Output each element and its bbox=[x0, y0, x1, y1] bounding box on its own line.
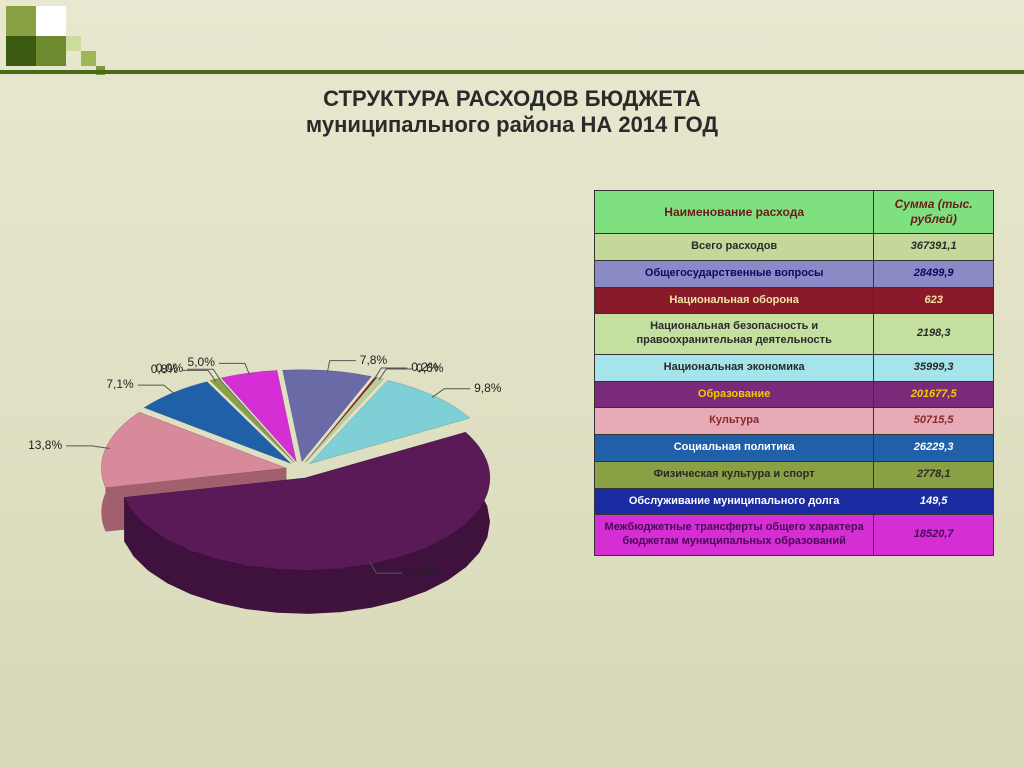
expense-table: Наименование расходаСумма (тыс. рублей)В… bbox=[594, 190, 994, 556]
table-row: Национальная экономика35999,3 bbox=[595, 354, 994, 381]
table-cell: 2778,1 bbox=[874, 461, 994, 488]
deco-bar bbox=[0, 70, 1024, 74]
table-cell: Общегосударственные вопросы bbox=[595, 260, 874, 287]
table-cell: 18520,7 bbox=[874, 515, 994, 556]
deco-square bbox=[81, 51, 96, 66]
table-cell: Национальная оборона bbox=[595, 287, 874, 314]
pie-leader bbox=[219, 363, 250, 375]
pie-label: 54,9% bbox=[406, 565, 440, 579]
pie-leader bbox=[432, 389, 470, 398]
table-cell: 35999,3 bbox=[874, 354, 994, 381]
table-row: Межбюджетные трансферты общего характера… bbox=[595, 515, 994, 556]
pie-leader bbox=[138, 385, 176, 394]
pie-chart: 7,8%0,2%0,6%9,8%54,9%13,8%7,1%0,8%0,0%5,… bbox=[40, 280, 540, 660]
deco-square bbox=[6, 36, 36, 66]
table-row: Культура50715,5 bbox=[595, 408, 994, 435]
table: Наименование расходаСумма (тыс. рублей)В… bbox=[594, 190, 994, 556]
pie-label: 0,0% bbox=[156, 361, 183, 375]
table-row: Обслуживание муниципального долга149,5 bbox=[595, 488, 994, 515]
table-cell: 623 bbox=[874, 287, 994, 314]
table-row: Общегосударственные вопросы28499,9 bbox=[595, 260, 994, 287]
table-cell: Образование bbox=[595, 381, 874, 408]
table-cell: Национальная экономика bbox=[595, 354, 874, 381]
deco-square bbox=[66, 36, 81, 51]
table-row: Социальная политика26229,3 bbox=[595, 435, 994, 462]
pie-leader bbox=[379, 369, 412, 380]
pie-label: 7,8% bbox=[360, 353, 387, 367]
deco-square bbox=[36, 36, 66, 66]
table-cell: 149,5 bbox=[874, 488, 994, 515]
table-cell: Культура bbox=[595, 408, 874, 435]
table-cell: 28499,9 bbox=[874, 260, 994, 287]
table-cell: Социальная политика bbox=[595, 435, 874, 462]
table-cell: Физическая культура и спорт bbox=[595, 461, 874, 488]
pie-leader bbox=[374, 368, 407, 379]
table-cell: 26229,3 bbox=[874, 435, 994, 462]
table-cell: Всего расходов bbox=[595, 234, 874, 261]
table-header-cell: Наименование расхода bbox=[595, 191, 874, 234]
table-row: Национальная безопасность и правоохранит… bbox=[595, 314, 994, 355]
table-row: Всего расходов367391,1 bbox=[595, 234, 994, 261]
table-cell: 367391,1 bbox=[874, 234, 994, 261]
title-line-2: муниципального района НА 2014 ГОД bbox=[0, 112, 1024, 138]
pie-svg bbox=[40, 280, 540, 660]
pie-leader bbox=[66, 446, 110, 449]
table-cell: Обслуживание муниципального долга bbox=[595, 488, 874, 515]
table-cell: Национальная безопасность и правоохранит… bbox=[595, 314, 874, 355]
deco-square bbox=[36, 6, 66, 36]
pie-label: 7,1% bbox=[106, 377, 133, 391]
slide: СТРУКТУРА РАСХОДОВ БЮДЖЕТА муниципальног… bbox=[0, 0, 1024, 768]
pie-label: 5,0% bbox=[188, 355, 215, 369]
table-row: Физическая культура и спорт2778,1 bbox=[595, 461, 994, 488]
pie-label: 9,8% bbox=[474, 381, 501, 395]
slide-title: СТРУКТУРА РАСХОДОВ БЮДЖЕТА муниципальног… bbox=[0, 86, 1024, 138]
title-line-1: СТРУКТУРА РАСХОДОВ БЮДЖЕТА bbox=[0, 86, 1024, 112]
pie-label: 13,8% bbox=[28, 438, 62, 452]
table-cell: 50715,5 bbox=[874, 408, 994, 435]
table-cell: Межбюджетные трансферты общего характера… bbox=[595, 515, 874, 556]
table-header-cell: Сумма (тыс. рублей) bbox=[874, 191, 994, 234]
pie-label: 0,6% bbox=[416, 361, 443, 375]
pie-leader bbox=[182, 370, 216, 381]
table-cell: 201677,5 bbox=[874, 381, 994, 408]
table-cell: 2198,3 bbox=[874, 314, 994, 355]
table-row: Образование201677,5 bbox=[595, 381, 994, 408]
table-header-row: Наименование расходаСумма (тыс. рублей) bbox=[595, 191, 994, 234]
deco-square bbox=[6, 6, 36, 36]
table-row: Национальная оборона623 bbox=[595, 287, 994, 314]
